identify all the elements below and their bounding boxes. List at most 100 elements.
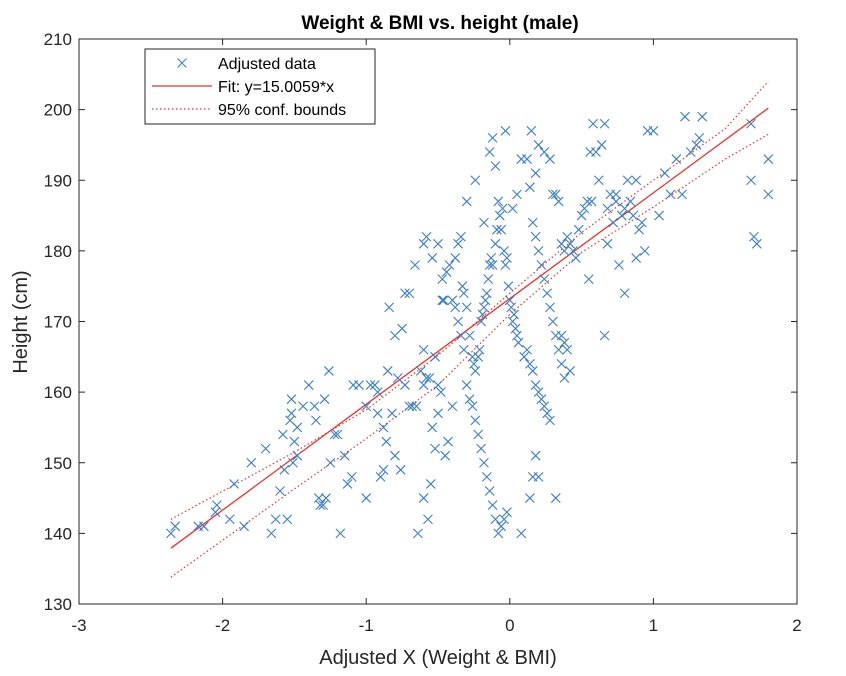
data-point xyxy=(619,288,630,299)
data-point xyxy=(286,408,297,419)
data-point xyxy=(484,486,495,496)
x-tick-label: -2 xyxy=(215,616,230,635)
data-point xyxy=(447,401,458,412)
data-point xyxy=(516,528,527,539)
data-point xyxy=(691,140,702,150)
data-point xyxy=(542,288,553,299)
data-point xyxy=(591,147,601,157)
data-point xyxy=(224,514,235,525)
data-point xyxy=(559,337,570,348)
data-point xyxy=(509,309,519,320)
data-point xyxy=(369,380,380,390)
confidence-bounds xyxy=(170,80,769,578)
x-tick-label: 1 xyxy=(649,616,658,635)
data-point xyxy=(602,203,613,214)
data-point xyxy=(372,408,383,419)
data-point xyxy=(315,500,326,511)
data-point xyxy=(309,401,320,412)
data-point xyxy=(415,366,426,376)
data-point xyxy=(239,521,250,532)
data-point xyxy=(390,450,400,461)
data-point xyxy=(512,189,522,200)
data-point xyxy=(545,302,555,313)
data-point xyxy=(311,415,321,426)
data-point xyxy=(199,521,209,532)
data-point xyxy=(437,274,448,285)
data-point xyxy=(536,394,547,405)
data-point xyxy=(473,429,484,440)
data-point xyxy=(246,457,257,468)
data-point xyxy=(685,147,696,157)
data-point xyxy=(479,457,489,468)
data-point xyxy=(418,344,429,355)
data-point xyxy=(751,238,762,249)
x-tick-label: 2 xyxy=(792,616,801,635)
data-point xyxy=(381,436,392,447)
data-point xyxy=(527,217,538,228)
data-point xyxy=(456,330,466,341)
tick-marks xyxy=(78,38,798,605)
data-point xyxy=(418,238,429,249)
x-tick-label: 0 xyxy=(505,616,514,635)
data-point xyxy=(507,203,518,214)
data-point xyxy=(502,253,512,263)
data-point xyxy=(568,245,578,256)
data-point xyxy=(631,175,642,186)
data-point xyxy=(576,210,587,221)
data-point xyxy=(500,125,511,136)
legend-marker-x xyxy=(177,58,187,68)
data-point xyxy=(588,118,598,129)
data-point xyxy=(746,175,756,186)
data-point xyxy=(625,196,636,207)
data-point xyxy=(513,337,524,348)
data-point xyxy=(447,295,458,306)
data-point xyxy=(608,217,619,228)
data-point xyxy=(298,401,308,412)
data-point xyxy=(491,224,502,235)
data-point xyxy=(423,514,433,525)
data-point xyxy=(493,528,504,539)
data-point xyxy=(464,330,475,341)
data-point xyxy=(611,196,621,207)
data-point xyxy=(400,288,410,299)
data-point xyxy=(421,231,432,242)
data-point xyxy=(387,408,397,419)
data-point xyxy=(433,380,443,390)
upper-confidence-bound-line xyxy=(170,80,769,520)
data-point xyxy=(278,429,288,440)
data-point xyxy=(559,245,570,256)
chart-title: Weight & BMI vs. height (male) xyxy=(301,13,578,34)
data-point xyxy=(332,429,343,440)
data-point xyxy=(292,422,303,433)
data-point xyxy=(433,408,443,419)
data-point xyxy=(539,401,550,412)
data-point xyxy=(335,528,346,539)
y-tick-label: 140 xyxy=(44,524,72,543)
data-point xyxy=(550,189,561,200)
data-point xyxy=(458,344,469,355)
legend-swatch-adjusted-data xyxy=(177,58,187,68)
data-point xyxy=(763,189,774,200)
y-tick-label: 180 xyxy=(44,242,72,261)
data-point xyxy=(659,168,670,179)
data-point xyxy=(260,443,271,454)
data-point xyxy=(410,260,420,270)
data-point xyxy=(602,238,613,249)
data-point xyxy=(562,231,573,242)
y-tick-label: 150 xyxy=(44,454,72,473)
data-point xyxy=(525,358,535,369)
data-point xyxy=(481,471,492,482)
data-point xyxy=(440,450,451,461)
data-point xyxy=(453,316,463,327)
data-point xyxy=(573,224,584,235)
data-point xyxy=(628,210,639,221)
data-point xyxy=(211,500,222,511)
x-tick-label: -1 xyxy=(359,616,374,635)
data-point xyxy=(404,288,415,299)
data-point xyxy=(499,514,509,525)
data-point xyxy=(470,366,481,376)
data-point xyxy=(289,436,300,447)
data-point xyxy=(378,422,389,433)
data-point xyxy=(599,330,610,341)
data-point xyxy=(456,231,466,242)
